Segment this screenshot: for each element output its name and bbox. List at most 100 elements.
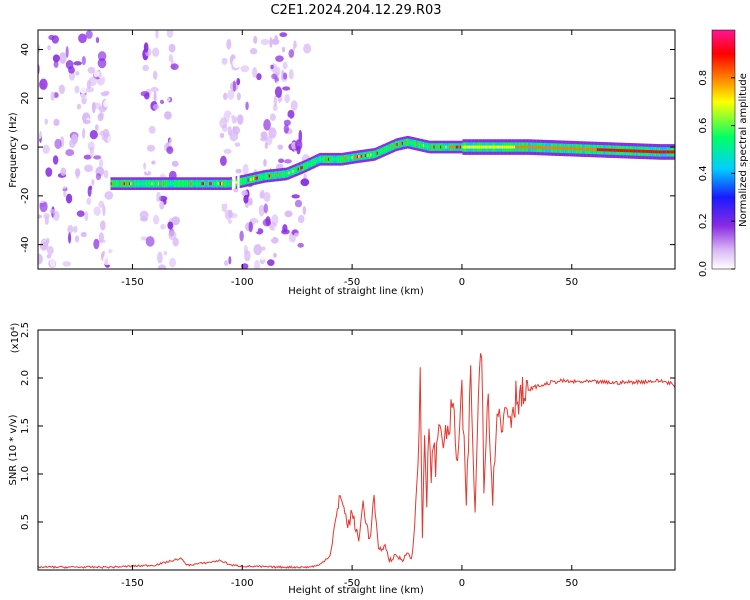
spectrogram-noise-cell: [49, 208, 56, 214]
spectrogram-ridge-core: [587, 147, 590, 151]
spectrogram-noise-cell: [74, 168, 81, 177]
spectrogram-ridge-core: [492, 145, 495, 149]
spectrogram-noise-cell: [263, 191, 271, 203]
spectrogram-ridge-core: [561, 146, 563, 150]
spectrogram-ridge-core: [478, 145, 480, 149]
spectrogram-ridge-core: [391, 145, 393, 149]
spectrogram-noise-cell: [281, 46, 286, 53]
spectrogram-ridge-core: [653, 150, 655, 154]
spectrogram-ridge-core: [383, 148, 385, 152]
spectrogram-marks: [38, 30, 675, 269]
spectrogram-noise-cell: [253, 35, 258, 44]
spectrogram-x-ticks: -150 -100 -50 0 50: [121, 30, 578, 288]
spectrogram-noise-cell: [78, 93, 87, 100]
spectrogram-ridge-core: [479, 145, 482, 149]
spectrogram-ridge-core: [330, 157, 333, 161]
spectrogram-ridge-core: [642, 149, 645, 153]
spectrogram-ridge-core: [628, 149, 630, 153]
spectrogram-noise-cell: [72, 225, 78, 233]
spectrogram-noise-cell: [61, 99, 68, 105]
spectrogram-ridge-core: [302, 165, 305, 169]
spectrogram-ridge-core: [442, 145, 445, 149]
spectrogram-ridge-core: [217, 182, 219, 186]
spectrogram-noise-cell: [291, 194, 300, 199]
spectrogram-ridge-core: [331, 157, 334, 161]
spectrogram-ridge-core: [384, 148, 387, 152]
spectrogram-noise-cell: [244, 250, 251, 262]
spectrogram-noise-cell: [282, 61, 288, 70]
spectrogram-noise-cell: [252, 102, 259, 111]
spectrogram-ridge-core: [399, 142, 401, 146]
snr-y-ticks: 0.5 1.0 1.5 2.0 2.5: [20, 322, 675, 530]
spectrogram-ridge-core: [263, 175, 265, 178]
spectrogram-noise-cell: [229, 130, 239, 142]
spectrogram-ridge-core: [583, 147, 586, 151]
spectrogram-noise-cell: [240, 65, 250, 73]
spectrogram-noise-cell: [84, 211, 89, 222]
spectrogram-ridge-core: [528, 145, 530, 149]
spectrogram-ridge-core: [147, 182, 149, 186]
spectrogram-ridge-core: [184, 182, 186, 186]
spectrogram-ridge-core: [122, 182, 124, 186]
spectrogram-noise-cell: [270, 236, 279, 244]
spectrogram-ridge-core: [636, 149, 638, 153]
spectrogram-ridge-core: [641, 149, 644, 153]
spectrogram-ridge-core: [545, 146, 547, 150]
spectrogram-ridge-core: [268, 174, 271, 178]
x-tick-label: -150: [121, 277, 144, 288]
spectrogram-ridge-core: [414, 142, 417, 146]
spectrogram-ridge-core: [272, 173, 275, 177]
spectrogram-ridge-core: [396, 143, 398, 146]
x-tick-label: 0: [459, 277, 465, 288]
spectrogram-ridge-core: [669, 150, 671, 154]
spectrogram-ridge-core: [577, 147, 579, 151]
spectrogram-noise-cell: [169, 257, 177, 268]
spectrogram-ridge-core: [410, 141, 413, 145]
spectrogram-noise-cell: [228, 219, 232, 224]
spectrogram-noise-cell: [255, 117, 262, 127]
spectrogram-ridge-core: [381, 149, 384, 153]
spectrogram-ridge-core: [197, 182, 199, 186]
spectrogram-ridge-core: [342, 157, 344, 161]
x-tick-label: -150: [121, 578, 144, 589]
spectrogram-noise-cell: [96, 181, 101, 188]
spectrogram-ridge-core: [516, 145, 518, 149]
spectrogram-noise-cell: [62, 261, 71, 267]
spectrogram-ridge-core: [376, 151, 379, 155]
spectrogram-ridge-core: [351, 156, 354, 160]
spectrogram-noise-cell: [63, 190, 67, 198]
spectrogram-ridge-core: [294, 168, 297, 172]
spectrogram-ridge-core: [544, 146, 546, 150]
spectrogram-noise-cell: [171, 160, 179, 167]
spectrogram-noise-cell: [236, 114, 244, 125]
spectrogram-noise-cell: [53, 118, 60, 127]
spectrogram-noise-cell: [39, 241, 49, 251]
spectrogram-noise-cell: [223, 260, 229, 266]
spectrogram-noise-cell: [98, 158, 104, 168]
spectrogram-noise-cell: [100, 220, 106, 231]
spectrogram-ridge-core: [240, 179, 243, 183]
x-tick-label: 0: [459, 578, 465, 589]
spectrogram-ridge-core: [124, 182, 127, 186]
spectrogram-ridge-core: [123, 182, 126, 186]
spectrogram-noise-cell: [76, 103, 82, 110]
spectrogram-noise-cell: [275, 80, 281, 89]
snr-scale-label: (x10⁴): [10, 323, 21, 354]
spectrogram-noise-cell: [273, 252, 277, 258]
spectrogram-noise-cell: [91, 179, 95, 186]
spectrogram-ridge-core: [433, 145, 435, 149]
spectrogram-ridge-core: [401, 141, 404, 145]
spectrogram-ridge-core: [358, 155, 360, 159]
spectrogram-ridge-core: [598, 148, 600, 152]
spectrogram-ridge-core: [366, 154, 368, 157]
spectrogram-noise-cell: [297, 242, 304, 248]
spectrogram-ridge-core: [623, 149, 625, 153]
spectrogram-noise-cell: [301, 93, 311, 105]
spectrogram-ridge-core: [297, 167, 300, 171]
spectrogram-ridge-core: [609, 148, 612, 152]
spectrogram-ridge-core: [554, 146, 557, 150]
spectrogram-ridge-core: [451, 145, 454, 149]
spectrogram-ridge-core: [530, 145, 533, 149]
spectrogram-ridge-core: [179, 182, 181, 186]
spectrogram-noise-cell: [283, 119, 291, 126]
